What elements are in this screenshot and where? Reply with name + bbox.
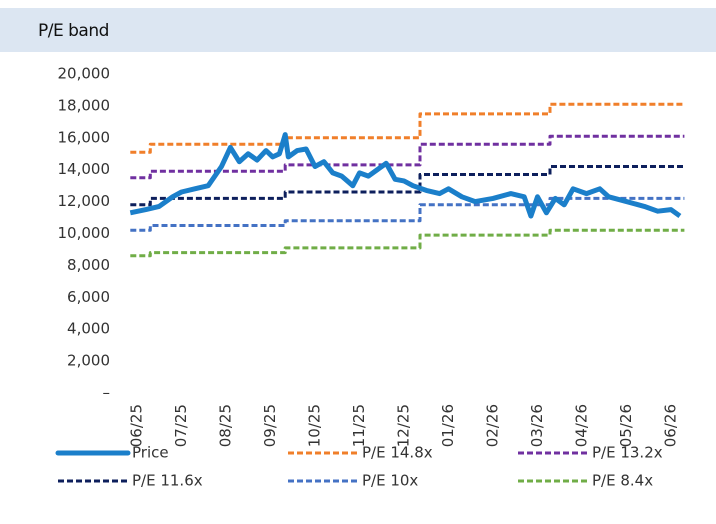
- x-tick-label: 04/26: [573, 404, 591, 447]
- series-line: [130, 228, 685, 258]
- legend-label: P/E 13.2x: [592, 444, 663, 462]
- series-line: [130, 196, 685, 232]
- x-tick-label: 06/26: [662, 404, 680, 447]
- x-tick-label: 12/25: [395, 404, 413, 447]
- y-tick-label: 20,000: [58, 65, 111, 83]
- y-tick-label: 6,000: [67, 288, 110, 306]
- y-tick-label: 16,000: [58, 128, 111, 146]
- y-tick-label: 12,000: [58, 192, 111, 210]
- series-line: [130, 134, 685, 180]
- legend-label: P/E 10x: [362, 472, 418, 490]
- x-tick-label: 08/25: [216, 404, 234, 447]
- x-tick-label: 09/25: [261, 404, 279, 447]
- x-tick-label: 01/26: [439, 404, 457, 447]
- legend-label: P/E 11.6x: [132, 472, 203, 490]
- chart-title: P/E band: [38, 21, 109, 41]
- series-line: [130, 165, 685, 207]
- title-bar: [0, 8, 716, 52]
- x-tick-label: 11/25: [350, 404, 368, 447]
- legend-label: P/E 14.8x: [362, 444, 433, 462]
- x-tick-label: 07/25: [172, 404, 190, 447]
- legend-label: P/E 8.4x: [592, 472, 653, 490]
- y-tick-label: –: [103, 384, 111, 402]
- x-tick-label: 03/26: [528, 404, 546, 447]
- legend-label: Price: [132, 444, 169, 462]
- y-tick-label: 18,000: [58, 96, 111, 114]
- y-tick-label: 4,000: [67, 320, 110, 338]
- y-tick-label: 8,000: [67, 256, 110, 274]
- y-tick-label: 10,000: [58, 224, 111, 242]
- series-line: [130, 102, 685, 154]
- x-tick-label: 05/26: [617, 404, 635, 447]
- x-tick-label: 10/25: [306, 404, 324, 447]
- x-tick-label: 06/25: [127, 404, 145, 447]
- y-tick-label: 2,000: [67, 352, 110, 370]
- y-tick-label: 14,000: [58, 160, 111, 178]
- x-tick-label: 02/26: [484, 404, 502, 447]
- series-line: [129, 132, 682, 219]
